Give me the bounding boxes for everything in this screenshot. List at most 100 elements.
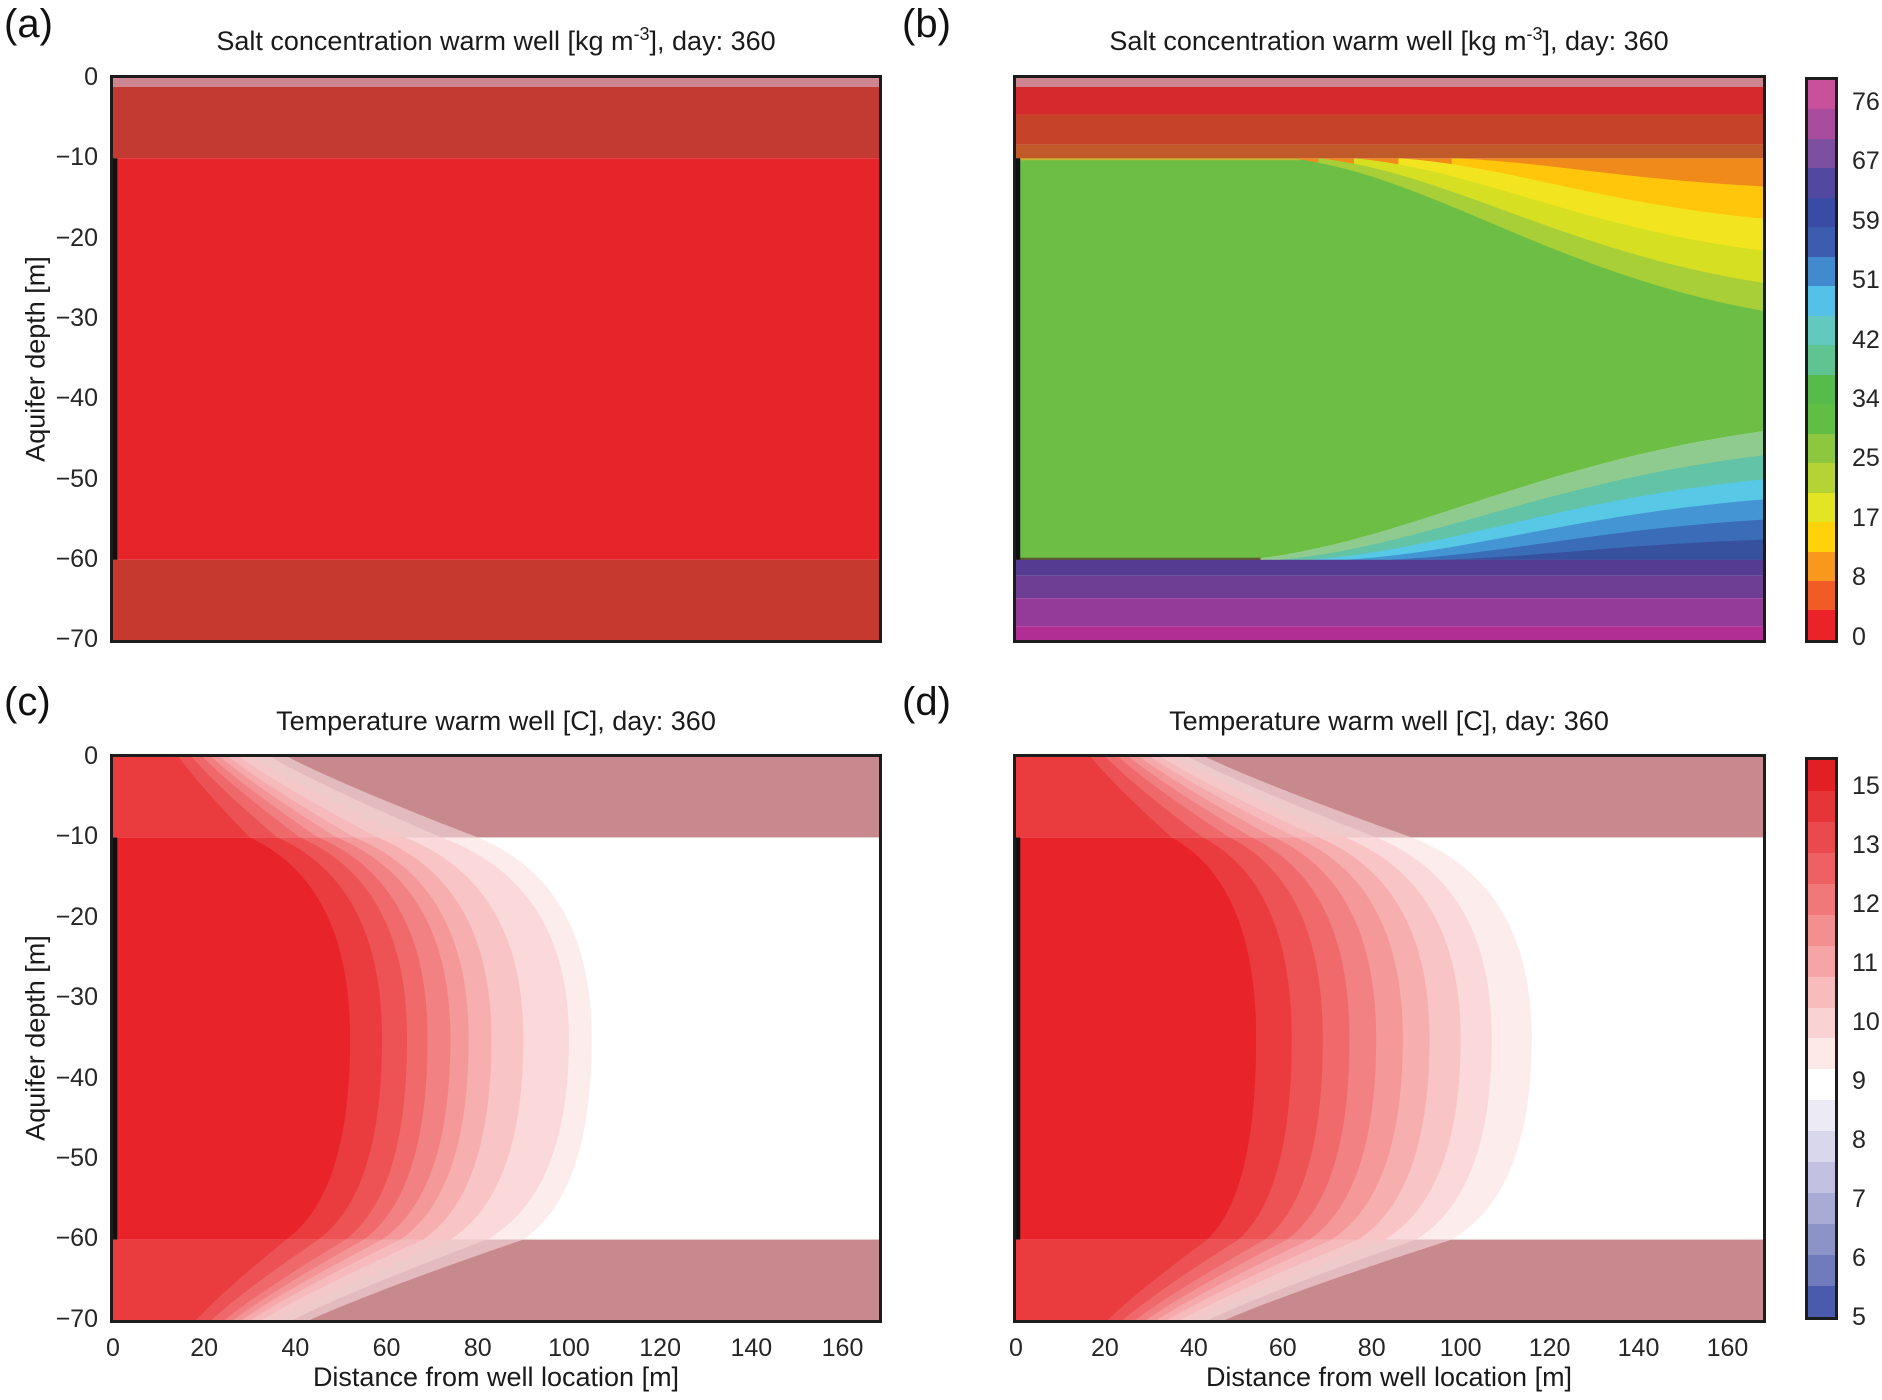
x-axis-label-right: Distance from well location [m] xyxy=(1205,1362,1573,1392)
salt-contour-plot-b xyxy=(1016,78,1763,640)
x-tick-label: 100 xyxy=(548,1334,590,1362)
temperature-colorbar-tick-label: 11 xyxy=(1852,949,1878,977)
x-tick-label: 160 xyxy=(1706,1334,1749,1362)
temperature-colorbar-segment xyxy=(1808,1193,1835,1225)
y-tick-label: −30 xyxy=(55,983,98,1012)
temperature-colorbar-tick-label: 12 xyxy=(1852,890,1880,918)
salt-colorbar-segment xyxy=(1808,315,1835,346)
y-tick-label: −70 xyxy=(55,625,98,654)
salt-colorbar-tick-label: 17 xyxy=(1852,503,1880,532)
y-tick-label: 0 xyxy=(84,63,98,91)
temperature-contour-plot-c xyxy=(113,757,879,1320)
temperature-colorbar-tick-label: 13 xyxy=(1852,831,1880,859)
temperature-colorbar-segment xyxy=(1808,1162,1835,1194)
temperature-colorbar-segment xyxy=(1808,1131,1835,1163)
temperature-colorbar-segment xyxy=(1808,760,1835,791)
y-tick-label: −10 xyxy=(55,143,98,172)
panel-b-title: Salt concentration warm well [kg m-3], d… xyxy=(1109,24,1669,56)
y-tick-label: −20 xyxy=(55,223,98,252)
y-tick-label: 0 xyxy=(84,742,98,770)
y-axis-label-row2: Aquifer depth [m] xyxy=(20,935,51,1141)
temperature-contour-plot-d xyxy=(1016,757,1763,1320)
x-tick-label: 40 xyxy=(1179,1334,1208,1362)
salt-colorbar-tick-label: 76 xyxy=(1852,88,1880,116)
salt-contour-plot-a xyxy=(113,78,879,640)
salt-colorbar-tick-label: 51 xyxy=(1852,266,1880,295)
panel-a-title: Salt concentration warm well [kg m-3], d… xyxy=(216,24,776,56)
salt-colorbar-segment xyxy=(1808,374,1835,405)
salt-colorbar-segment xyxy=(1808,404,1835,434)
temperature-colorbar-segment xyxy=(1808,1069,1835,1101)
temperature-colorbar-segment xyxy=(1808,976,1835,1008)
salt-colorbar-segment xyxy=(1808,197,1835,228)
x-tick-label: 140 xyxy=(1617,1334,1660,1362)
salt-colorbar xyxy=(1805,77,1838,643)
salt-colorbar-segment xyxy=(1808,580,1835,611)
x-tick-label: 140 xyxy=(730,1334,773,1362)
salt-colorbar-tick-label: 25 xyxy=(1852,444,1880,473)
panel-c-title: Temperature warm well [C], day: 360 xyxy=(276,706,716,736)
temperature-colorbar-segment xyxy=(1808,1038,1835,1070)
y-tick-label: −40 xyxy=(55,384,98,413)
temperature-colorbar-segment xyxy=(1808,1224,1835,1255)
panel-letter-c: (c) xyxy=(4,680,51,724)
temperature-colorbar-tick-label: 7 xyxy=(1852,1185,1866,1213)
y-axis-label-row1: Aquifer depth [m] xyxy=(20,256,51,462)
panel-letter-b: (b) xyxy=(902,2,951,46)
temperature-colorbar-segment xyxy=(1808,821,1835,853)
salt-colorbar-segment xyxy=(1808,286,1835,316)
x-tick-label: 20 xyxy=(1091,1334,1119,1362)
salt-colorbar-segment xyxy=(1808,256,1835,287)
salt-colorbar-segment xyxy=(1808,492,1835,523)
y-tick-label: −50 xyxy=(55,1144,98,1172)
salt-colorbar-segment xyxy=(1808,433,1835,464)
temperature-colorbar-tick-label: 10 xyxy=(1852,1008,1880,1036)
temperature-colorbar-segment xyxy=(1808,945,1835,977)
salt-colorbar-tick-label: 8 xyxy=(1852,563,1866,592)
salt-colorbar-segment xyxy=(1808,168,1835,198)
salt-colorbar-tick-label: 59 xyxy=(1852,206,1880,235)
panel-letter-d: (d) xyxy=(902,680,951,724)
temperature-colorbar-tick-label: 8 xyxy=(1852,1126,1866,1154)
temperature-colorbar-tick-label: 5 xyxy=(1852,1303,1866,1331)
x-tick-label: 40 xyxy=(281,1334,310,1362)
salt-colorbar-segment xyxy=(1808,551,1835,581)
salt-colorbar-segment xyxy=(1808,345,1835,375)
x-tick-label: 0 xyxy=(1009,1334,1023,1362)
x-axis-label-left: Distance from well location [m] xyxy=(312,1362,680,1392)
salt-colorbar-tick-label: 42 xyxy=(1852,325,1880,354)
salt-colorbar-tick-label: 67 xyxy=(1852,147,1880,176)
temperature-colorbar-segment xyxy=(1808,852,1835,884)
salt-colorbar-segment xyxy=(1808,138,1835,169)
x-tick-label: 80 xyxy=(463,1334,492,1362)
x-tick-label: 60 xyxy=(1268,1334,1297,1362)
y-tick-label: −10 xyxy=(55,822,98,851)
panel-letter-a: (a) xyxy=(4,2,53,46)
temperature-colorbar-segment xyxy=(1808,1255,1835,1286)
salt-colorbar-segment xyxy=(1808,80,1835,110)
x-tick-label: 80 xyxy=(1357,1334,1386,1362)
y-tick-label: −60 xyxy=(55,1224,98,1253)
y-tick-label: −70 xyxy=(55,1304,98,1333)
salt-colorbar-segment xyxy=(1808,227,1835,257)
y-tick-label: −20 xyxy=(55,902,98,931)
temperature-colorbar-segment xyxy=(1808,1100,1835,1132)
salt-colorbar-tick-label: 34 xyxy=(1852,385,1880,413)
x-tick-label: 120 xyxy=(639,1334,681,1362)
salt-colorbar-segment xyxy=(1808,610,1835,640)
x-tick-label: 20 xyxy=(190,1334,219,1362)
salt-colorbar-segment xyxy=(1808,522,1835,552)
panel-d-title: Temperature warm well [C], day: 360 xyxy=(1169,706,1609,736)
temperature-colorbar-segment xyxy=(1808,1007,1835,1039)
x-tick-label: 0 xyxy=(106,1334,120,1362)
temperature-colorbar-tick-label: 6 xyxy=(1852,1244,1866,1272)
y-tick-label: −30 xyxy=(55,303,98,332)
x-tick-label: 120 xyxy=(1528,1334,1571,1362)
y-tick-label: −40 xyxy=(55,1063,98,1092)
y-tick-label: −60 xyxy=(55,544,98,573)
temperature-colorbar xyxy=(1805,757,1838,1320)
temperature-colorbar-tick-label: 15 xyxy=(1852,772,1880,800)
x-tick-label: 60 xyxy=(372,1334,401,1362)
x-tick-label: 100 xyxy=(1439,1334,1482,1362)
